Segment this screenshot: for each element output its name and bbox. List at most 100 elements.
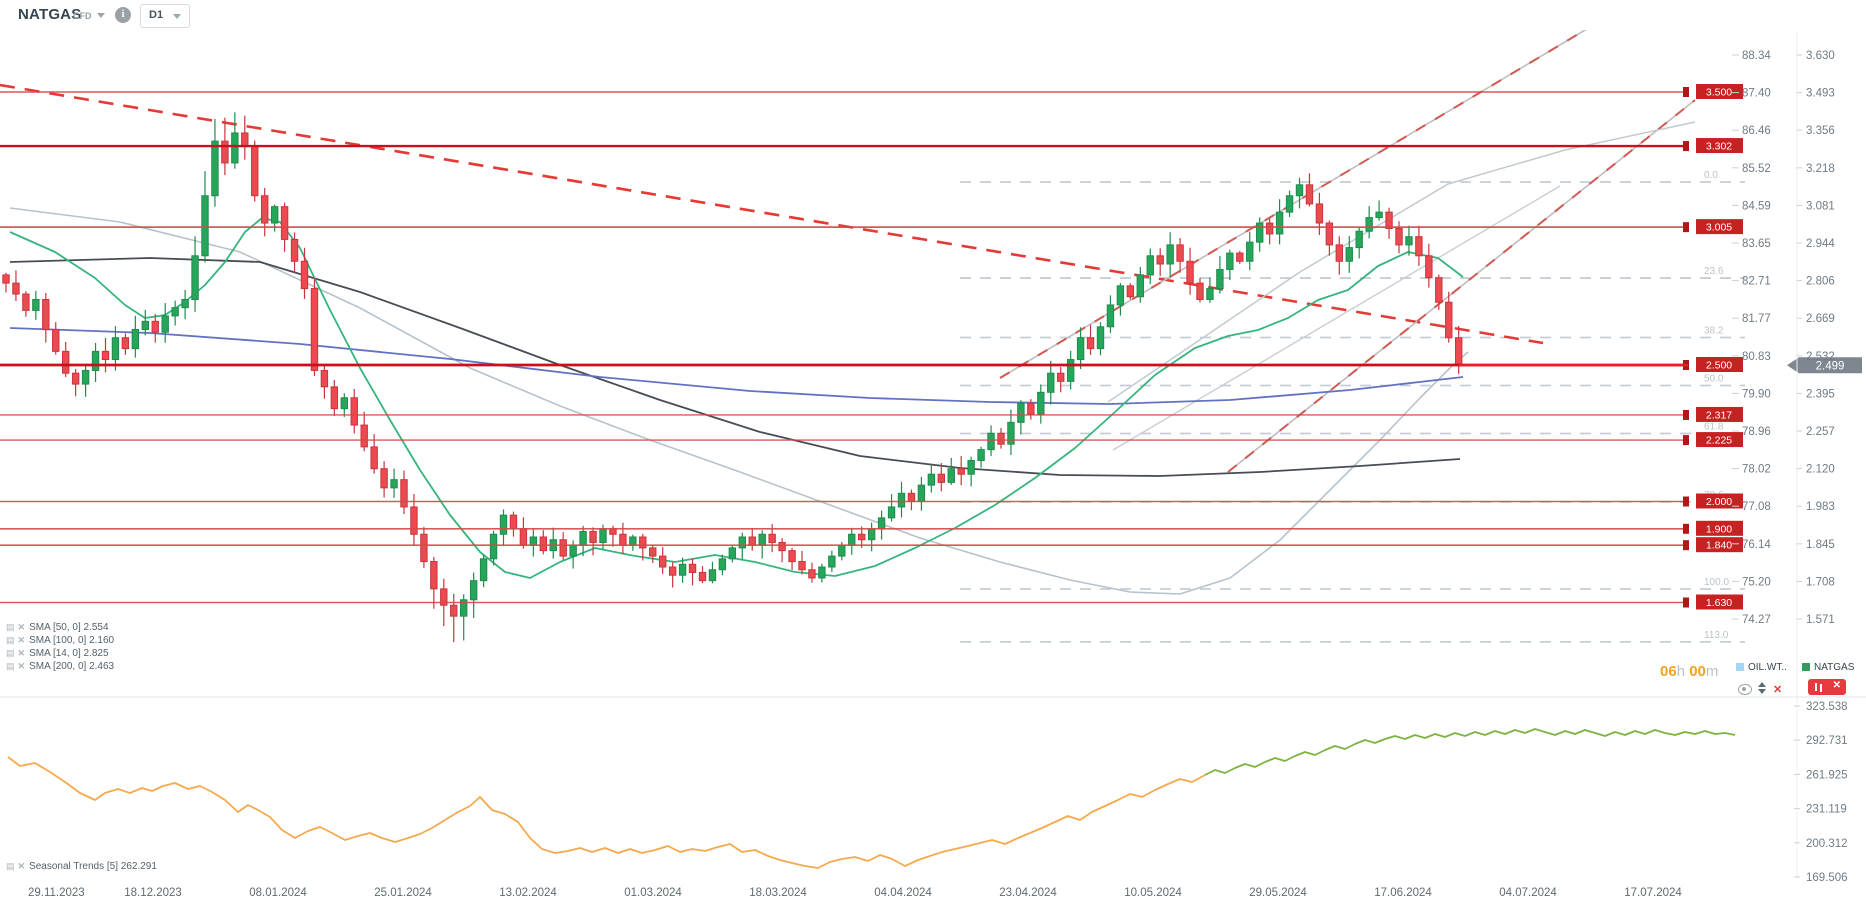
level-handle[interactable] [1683,597,1689,608]
level-price-label-box[interactable] [1696,406,1743,422]
gas-axis-label: 3.356 [1806,125,1835,137]
candle-body [1037,391,1045,415]
level-handle[interactable] [1683,409,1689,420]
natgas-active-badge[interactable]: ✕ [1808,679,1846,695]
indicator-remove-icon[interactable]: ✕ [17,661,26,671]
indicator-remove-icon[interactable]: ✕ [17,861,26,871]
indicator-remove-icon[interactable]: ✕ [17,635,26,645]
candle-body [858,533,866,541]
sort-arrows-icon[interactable] [1758,682,1767,694]
oil-series-toggle[interactable]: OIL.WT.. [1736,662,1787,673]
indicator-remove-icon[interactable]: ✕ [17,648,26,658]
indicator-settings-icon[interactable]: ▤ [6,622,15,632]
candle-body [91,350,100,371]
candle-body [161,315,169,333]
candle-body [917,484,926,502]
indicator-settings-icon[interactable]: ▤ [6,861,15,871]
level-price-label-box[interactable] [1696,84,1743,99]
indicator-remove-icon[interactable]: ✕ [17,622,26,632]
candles [2,112,1463,643]
natgas-series-toggle[interactable]: NATGAS [1802,662,1854,673]
indicator-settings-icon[interactable]: ▤ [6,635,15,645]
date-axis-label: 10.05.2024 [1124,887,1182,899]
candle-body [649,547,657,557]
candle-body [1126,285,1135,298]
current-price-value: 2.499 [1816,360,1845,372]
sma50-line [9,207,1469,595]
candle-body [251,146,259,197]
indicator-settings-icon[interactable]: ▤ [6,648,15,658]
sma14-line [9,217,1464,579]
remove-series-icon[interactable]: ✕ [1773,684,1783,696]
candle-body [261,195,269,224]
candle-body [897,492,906,508]
level-price-label: 2.500 [1706,360,1732,372]
level-handle[interactable] [1683,540,1689,551]
legend-row-seasonal-trends: ▤ ✕ Seasonal Trends [5] 262.291 [6,861,157,872]
level-price-label: 1.840 [1706,540,1732,552]
candle-body [927,473,936,486]
trendlines[interactable] [0,13,1696,473]
level-price-label-box[interactable] [1696,357,1743,372]
current-price-badge [1787,357,1862,374]
fib-label-61.8: 61.8 [1704,422,1724,433]
level-price-label-box[interactable] [1696,493,1743,509]
candle-body [141,320,150,331]
symbol-dropdown-caret-icon[interactable] [97,13,105,18]
level-price-label: 2.317 [1706,409,1732,421]
level-handle[interactable] [1683,496,1689,507]
candle-body [1196,282,1204,300]
level-price-label-box[interactable] [1696,537,1743,553]
indicator-settings-icon[interactable]: ▤ [6,661,15,671]
legend-row-sma200: ▤ ✕ SMA [200, 0] 2.463 [6,661,115,672]
level-handle[interactable] [1683,435,1689,446]
level-handle[interactable] [1683,222,1689,233]
oil-axis-label: 74.27 [1742,614,1771,626]
level-price-label-box[interactable] [1696,594,1743,610]
descending-resistance[interactable] [0,83,1544,345]
date-axis-label: 17.07.2024 [1624,887,1682,899]
date-axis-label: 04.04.2024 [874,887,932,899]
timeframe-select[interactable]: D1 [140,4,190,28]
sma200-line [9,327,1464,405]
candle-body [32,298,40,311]
candle-body [440,588,448,606]
candle-body [937,473,945,483]
level-price-label-box[interactable] [1696,520,1743,536]
level-price-label-box[interactable] [1696,432,1743,448]
candle-body [728,547,737,560]
price-levels[interactable]: 3.500 3.302 3.005 2.500 2.317 2.225 2.000 1.900… [0,84,1862,610]
info-icon[interactable]: i [115,7,131,23]
candle-body [52,329,60,352]
seasonal-axis-label: 261.925 [1806,769,1848,781]
level-price-label-box[interactable] [1696,138,1743,154]
symbol-title[interactable]: NATGAS [18,6,82,23]
level-price-label-box[interactable] [1696,219,1743,235]
gas-axis-label: 3.493 [1806,88,1835,100]
candle-body [151,320,159,333]
candle-body [1066,359,1075,382]
candle-body [997,432,1005,445]
level-handle[interactable] [1683,523,1689,534]
level-handle[interactable] [1683,87,1689,97]
level-handle[interactable] [1683,141,1689,152]
candle-body [629,536,637,546]
natgas-series-color-swatch [1802,663,1810,671]
close-icon[interactable]: ✕ [1832,680,1841,691]
level-price-label: 3.005 [1706,222,1732,234]
visibility-eye-icon[interactable] [1738,684,1752,695]
fib-label-23.6: 23.6 [1704,266,1724,277]
candle-body [1007,421,1015,445]
oil-axis-label: 78.02 [1742,464,1771,476]
gas-axis-label: 2.944 [1806,238,1835,250]
candle-body [221,140,229,164]
candle-body [678,563,687,576]
candle-body [1186,260,1194,284]
channel-lower-gray[interactable] [1227,99,1696,473]
gray-trend-long[interactable] [1107,121,1696,403]
oil-axis-label: 80.83 [1742,351,1771,363]
candle-body [867,528,876,541]
gray-trend-short[interactable] [1112,185,1561,451]
